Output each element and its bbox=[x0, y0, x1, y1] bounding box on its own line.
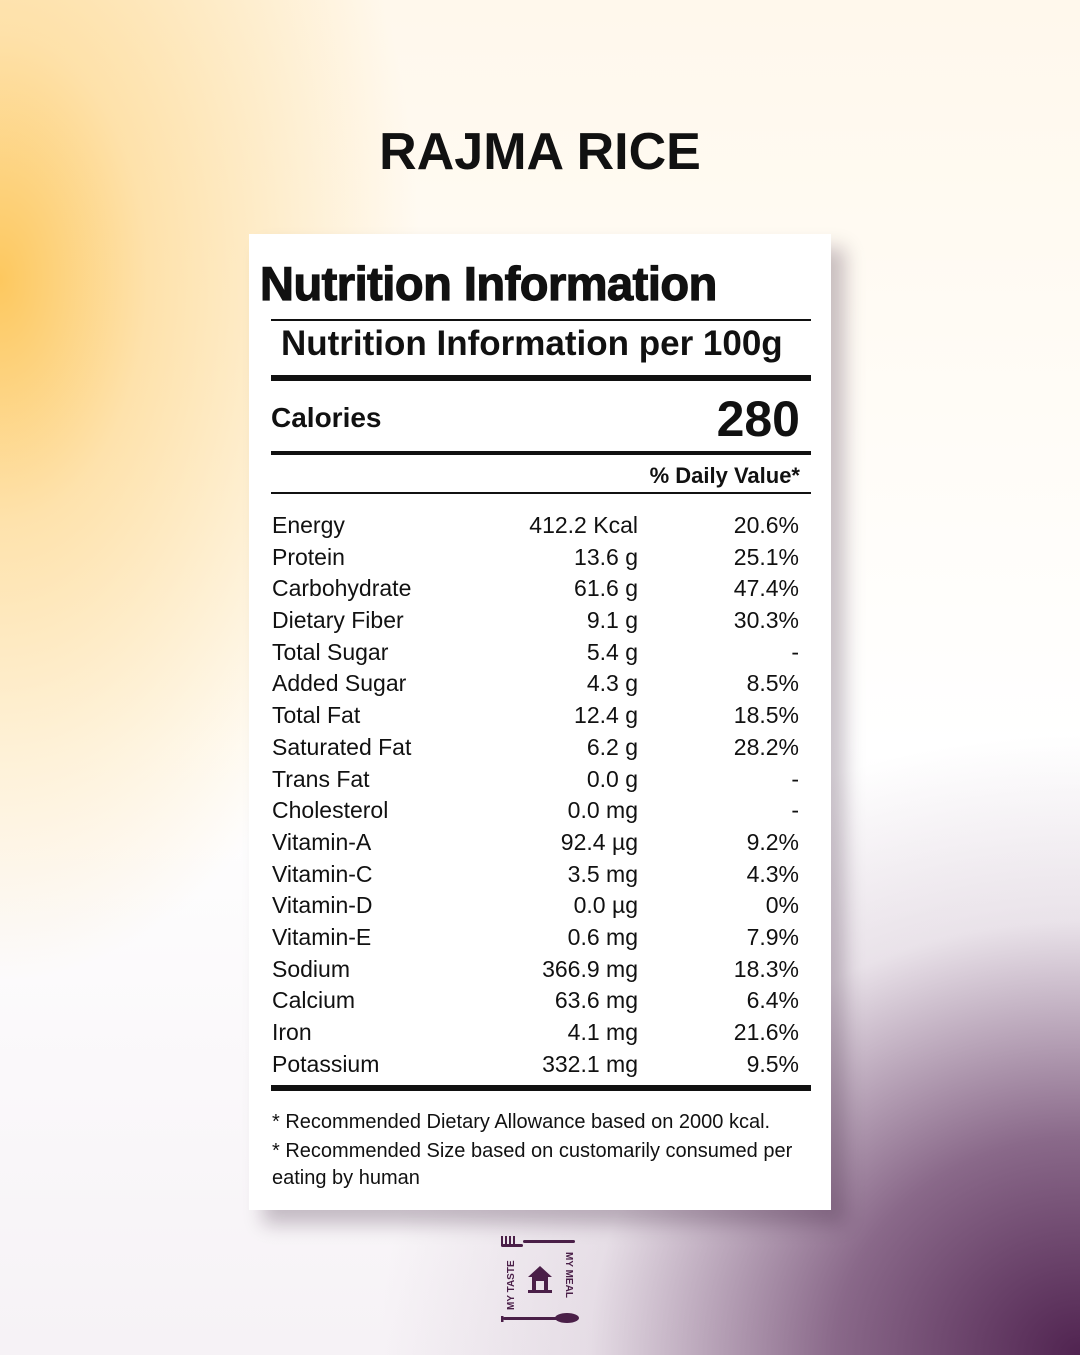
footnote: * Recommended Size based on customarily … bbox=[272, 1140, 793, 1189]
page-title: RAJMA RICE bbox=[379, 123, 701, 181]
svg-text:MY MEAL: MY MEAL bbox=[563, 1252, 574, 1298]
nutrient-daily-value: 6.4% bbox=[746, 987, 799, 1014]
nutrient-row: Added Sugar 4.3 g 8.5% bbox=[272, 668, 799, 700]
nutrient-row: Dietary Fiber 9.1 g 30.3% bbox=[272, 605, 799, 637]
nutrient-daily-value: 4.3% bbox=[746, 860, 799, 887]
nutrient-amount: 412.2 Kcal bbox=[529, 512, 638, 538]
nutrient-daily-value: 0% bbox=[765, 892, 799, 919]
daily-value-header: % Daily Value* bbox=[649, 463, 800, 488]
nutrient-name: Vitamin-C bbox=[272, 860, 373, 887]
fork-spoon-house-icon: MY TASTE MY MEAL bbox=[501, 1236, 579, 1323]
nutrient-amount: 6.2 g bbox=[586, 733, 638, 760]
divider bbox=[271, 319, 811, 321]
nutrient-amount: 0.0 mg bbox=[567, 797, 638, 824]
nutrient-row: Trans Fat 0.0 g - bbox=[272, 764, 799, 796]
nutrient-name: Carbohydrate bbox=[272, 575, 412, 602]
nutrient-daily-value: 8.5% bbox=[746, 670, 799, 697]
nutrient-name: Sodium bbox=[272, 955, 350, 982]
calories-value: 280 bbox=[716, 391, 800, 447]
svg-text:MY TASTE: MY TASTE bbox=[506, 1260, 517, 1310]
nutrient-row: Calcium 63.6 mg 6.4% bbox=[272, 985, 799, 1017]
calories-label: Calories bbox=[271, 402, 382, 433]
nutrient-name: Added Sugar bbox=[272, 670, 407, 697]
nutrient-daily-value: 20.6% bbox=[733, 512, 799, 538]
divider bbox=[271, 451, 811, 455]
nutrient-name: Protein bbox=[272, 543, 345, 570]
nutrient-amount: 4.3 g bbox=[586, 670, 638, 697]
nutrient-amount: 5.4 g bbox=[586, 638, 638, 665]
divider bbox=[271, 1085, 811, 1091]
nutrient-table: Energy 412.2 Kcal 20.6% Protein 13.6 g 25.1% C… bbox=[272, 510, 799, 1080]
nutrient-name: Total Sugar bbox=[272, 638, 389, 665]
nutrient-row: Cholesterol 0.0 mg - bbox=[272, 795, 799, 827]
nutrient-name: Calcium bbox=[272, 987, 356, 1014]
nutrient-amount: 13.6 g bbox=[574, 543, 638, 570]
nutrient-amount: 9.1 g bbox=[586, 607, 638, 634]
nutrient-name: Saturated Fat bbox=[272, 733, 412, 760]
label-subheading: Nutrition Information per 100g bbox=[281, 324, 783, 363]
nutrient-name: Vitamin-A bbox=[272, 828, 372, 855]
nutrient-name: Dietary Fiber bbox=[272, 607, 404, 634]
nutrient-name: Vitamin-E bbox=[272, 923, 372, 950]
nutrient-amount: 92.4 µg bbox=[560, 828, 638, 855]
nutrient-name: Total Fat bbox=[272, 702, 361, 729]
nutrient-amount: 0.0 µg bbox=[573, 892, 638, 919]
nutrient-daily-value: 28.2% bbox=[733, 733, 799, 760]
nutrient-row: Vitamin-E 0.6 mg 7.9% bbox=[272, 922, 799, 954]
nutrient-name: Vitamin-D bbox=[272, 892, 373, 919]
nutrient-amount: 12.4 g bbox=[574, 702, 638, 729]
footnotes: * Recommended Dietary Allowance based on… bbox=[272, 1109, 817, 1192]
nutrient-daily-value: 18.5% bbox=[733, 702, 799, 729]
divider bbox=[271, 375, 811, 381]
nutrient-daily-value: - bbox=[791, 765, 799, 792]
nutrient-row: Saturated Fat 6.2 g 28.2% bbox=[272, 732, 799, 764]
nutrient-amount: 61.6 g bbox=[574, 575, 638, 602]
nutrient-name: Iron bbox=[272, 1019, 312, 1045]
nutrient-daily-value: 21.6% bbox=[733, 1019, 799, 1045]
nutrient-daily-value: 9.5% bbox=[746, 1050, 799, 1077]
nutrient-amount: 366.9 mg bbox=[542, 955, 638, 982]
nutrient-row: Carbohydrate 61.6 g 47.4% bbox=[272, 573, 799, 605]
divider bbox=[271, 492, 811, 494]
footnote: * Recommended Dietary Allowance based on… bbox=[272, 1111, 771, 1133]
nutrient-row: Energy 412.2 Kcal 20.6% bbox=[272, 510, 799, 542]
nutrient-name: Cholesterol bbox=[272, 797, 389, 824]
nutrient-daily-value: 7.9% bbox=[746, 923, 799, 950]
nutrient-daily-value: 9.2% bbox=[746, 828, 799, 855]
nutrient-daily-value: - bbox=[791, 797, 799, 824]
nutrient-name: Energy bbox=[272, 512, 345, 538]
nutrient-row: Iron 4.1 mg 21.6% bbox=[272, 1017, 799, 1049]
nutrient-row: Potassium 332.1 mg 9.5% bbox=[272, 1049, 799, 1081]
nutrient-amount: 4.1 mg bbox=[567, 1019, 638, 1045]
label-heading: Nutrition Information bbox=[259, 256, 718, 310]
nutrient-row: Sodium 366.9 mg 18.3% bbox=[272, 954, 799, 986]
nutrient-amount: 332.1 mg bbox=[542, 1050, 638, 1077]
nutrient-amount: 63.6 mg bbox=[554, 987, 638, 1014]
nutrition-label: Nutrition Information Nutrition Informat… bbox=[249, 234, 831, 1210]
nutrient-row: Vitamin-C 3.5 mg 4.3% bbox=[272, 859, 799, 891]
nutrient-row: Total Sugar 5.4 g - bbox=[272, 637, 799, 669]
nutrient-amount: 0.6 mg bbox=[567, 923, 638, 950]
nutrient-daily-value: 18.3% bbox=[733, 955, 799, 982]
nutrient-daily-value: - bbox=[791, 638, 799, 665]
nutrient-name: Trans Fat bbox=[272, 765, 370, 792]
nutrient-amount: 0.0 g bbox=[586, 765, 638, 792]
nutrient-daily-value: 25.1% bbox=[733, 543, 799, 570]
nutrient-row: Total Fat 12.4 g 18.5% bbox=[272, 700, 799, 732]
nutrient-row: Vitamin-A 92.4 µg 9.2% bbox=[272, 827, 799, 859]
nutrient-name: Potassium bbox=[272, 1050, 380, 1077]
nutrient-daily-value: 47.4% bbox=[733, 575, 799, 602]
brand-logo: MY TASTE MY MEAL bbox=[497, 1230, 583, 1326]
nutrient-daily-value: 30.3% bbox=[733, 607, 799, 634]
nutrient-row: Protein 13.6 g 25.1% bbox=[272, 542, 799, 574]
nutrient-row: Vitamin-D 0.0 µg 0% bbox=[272, 890, 799, 922]
nutrient-amount: 3.5 mg bbox=[567, 860, 638, 887]
